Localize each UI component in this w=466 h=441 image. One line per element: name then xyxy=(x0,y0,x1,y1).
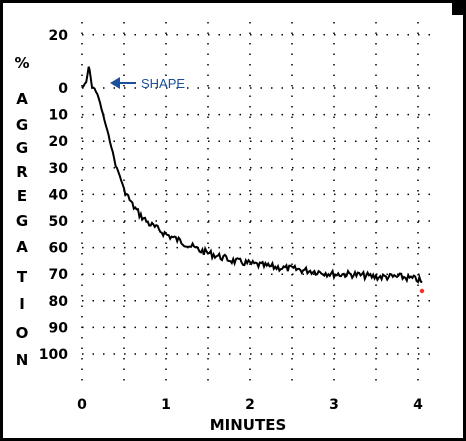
y-tick-label: 20 xyxy=(49,134,69,150)
y-axis-label-char: T xyxy=(17,268,28,286)
y-tick-label: 100 xyxy=(39,347,68,363)
curve-end-marker xyxy=(419,288,425,294)
y-tick-label: 40 xyxy=(49,187,69,203)
y-tick-label: 30 xyxy=(49,161,69,177)
y-axis-label-char: G xyxy=(16,212,28,230)
shape-annotation: SHAPE xyxy=(110,76,185,91)
y-axis-label-char: G xyxy=(16,116,28,134)
x-tick-label: 1 xyxy=(161,397,171,413)
y-axis-label-char: A xyxy=(16,90,28,108)
y-axis-label-char: % xyxy=(14,54,29,72)
x-tick-label: 2 xyxy=(245,397,255,413)
y-tick-label: 60 xyxy=(49,241,69,257)
annotation-arrow-head xyxy=(110,77,120,89)
y-tick-label: 90 xyxy=(49,320,69,336)
y-tick-labels: 20 0 10 20 30 40 50 60 70 80 90 100 xyxy=(39,28,68,363)
y-axis-label-char: G xyxy=(16,139,28,157)
y-axis-label-char: A xyxy=(16,238,28,256)
y-tick-label: 20 xyxy=(49,28,69,44)
y-tick-label: 80 xyxy=(49,294,69,310)
corner-mark xyxy=(452,1,466,15)
x-axis-label: MINUTES xyxy=(210,416,287,434)
x-tick-label: 0 xyxy=(77,397,87,413)
y-axis-label-char: I xyxy=(19,295,25,313)
x-tick-label: 4 xyxy=(413,397,423,413)
y-tick-label: 70 xyxy=(49,267,69,283)
y-axis-label-char: O xyxy=(16,324,29,342)
y-axis-label-char: R xyxy=(16,163,28,181)
x-tick-label: 3 xyxy=(329,397,339,413)
gridlines xyxy=(81,22,430,388)
y-tick-label: 0 xyxy=(58,81,68,97)
y-axis-label-char: N xyxy=(16,351,29,369)
y-axis-label-char: E xyxy=(17,187,27,205)
y-tick-label: 50 xyxy=(49,214,69,230)
x-tick-labels: 0 1 2 3 4 xyxy=(77,397,423,413)
y-tick-label: 10 xyxy=(49,108,69,124)
aggregation-curve xyxy=(81,66,423,284)
annotation-label: SHAPE xyxy=(141,76,185,91)
